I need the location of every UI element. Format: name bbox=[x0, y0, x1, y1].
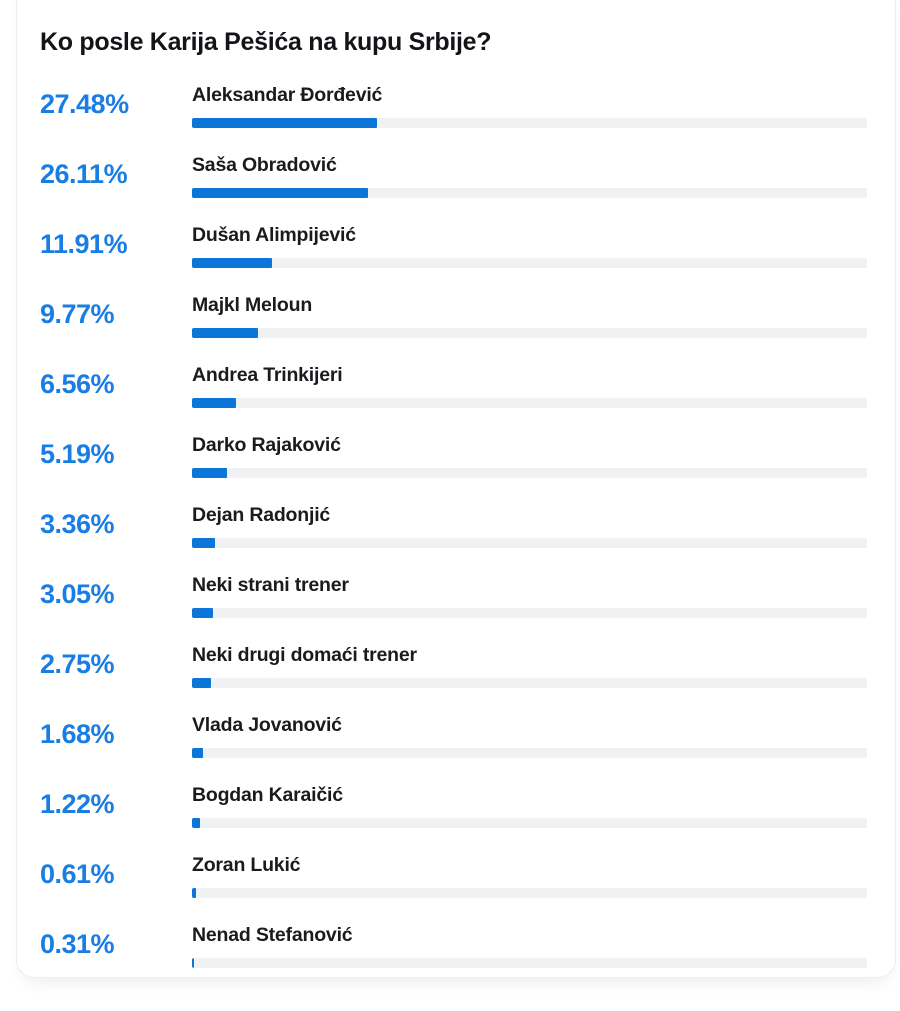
poll-question: Ko posle Karija Pešića na kupu Srbije? bbox=[40, 28, 492, 56]
option-percent: 9.77% bbox=[40, 299, 115, 329]
option-content: Majkl Meloun bbox=[192, 295, 867, 338]
option-content: Dejan Radonjić bbox=[192, 505, 867, 548]
poll-card: Ko posle Karija Pešića na kupu Srbije? 2… bbox=[16, 0, 896, 978]
option-label: Majkl Meloun bbox=[192, 295, 313, 315]
option-content: Vlada Jovanović bbox=[192, 715, 867, 758]
option-label: Zoran Lukić bbox=[192, 855, 301, 875]
option-content: Saša Obradović bbox=[192, 155, 867, 198]
option-label: Vlada Jovanović bbox=[192, 715, 342, 735]
poll-option-row: 3.36% Dejan Radonjić bbox=[40, 505, 867, 575]
option-label: Dejan Radonjić bbox=[192, 505, 331, 525]
option-bar-track bbox=[192, 258, 867, 268]
option-content: Nenad Stefanović bbox=[192, 925, 867, 968]
option-bar-fill bbox=[192, 888, 197, 898]
option-percent: 3.05% bbox=[40, 579, 115, 609]
option-content: Neki drugi domaći trener bbox=[192, 645, 867, 688]
option-bar-track bbox=[192, 678, 867, 688]
option-percent: 5.19% bbox=[40, 439, 115, 469]
option-bar-fill bbox=[192, 398, 237, 408]
poll-option-row: 5.19% Darko Rajaković bbox=[40, 435, 867, 505]
option-bar-track bbox=[192, 328, 867, 338]
option-percent: 26.11% bbox=[40, 159, 128, 189]
poll-option-row: 26.11% Saša Obradović bbox=[40, 155, 867, 225]
option-bar-track bbox=[192, 538, 867, 548]
poll-option-row: 11.91% Dušan Alimpijević bbox=[40, 225, 867, 295]
option-bar-track bbox=[192, 818, 867, 828]
option-content: Andrea Trinkijeri bbox=[192, 365, 867, 408]
option-percent: 0.31% bbox=[40, 929, 115, 959]
option-percent: 0.61% bbox=[40, 859, 115, 889]
option-bar-fill bbox=[192, 608, 213, 618]
option-bar-fill bbox=[192, 678, 211, 688]
option-bar-fill bbox=[192, 188, 369, 198]
option-label: Andrea Trinkijeri bbox=[192, 365, 343, 385]
option-content: Aleksandar Đorđević bbox=[192, 85, 867, 128]
option-percent: 1.22% bbox=[40, 789, 115, 819]
option-bar-track bbox=[192, 468, 867, 478]
poll-option-row: 6.56% Andrea Trinkijeri bbox=[40, 365, 867, 435]
option-bar-fill bbox=[192, 538, 215, 548]
option-percent: 3.36% bbox=[40, 509, 115, 539]
option-bar-track bbox=[192, 608, 867, 618]
option-percent: 6.56% bbox=[40, 369, 115, 399]
option-bar-fill bbox=[192, 328, 258, 338]
poll-option-row: 9.77% Majkl Meloun bbox=[40, 295, 867, 365]
option-content: Bogdan Karaičić bbox=[192, 785, 867, 828]
poll-option-row: 3.05% Neki strani trener bbox=[40, 575, 867, 645]
option-content: Darko Rajaković bbox=[192, 435, 867, 478]
option-bar-fill bbox=[192, 258, 273, 268]
option-label: Saša Obradović bbox=[192, 155, 337, 175]
option-bar-track bbox=[192, 888, 867, 898]
option-bar-fill bbox=[192, 818, 201, 828]
option-label: Bogdan Karaičić bbox=[192, 785, 343, 805]
option-percent: 2.75% bbox=[40, 649, 115, 679]
option-bar-track bbox=[192, 188, 867, 198]
poll-option-row: 2.75% Neki drugi domaći trener bbox=[40, 645, 867, 715]
option-bar-track bbox=[192, 958, 867, 968]
option-bar-track bbox=[192, 118, 867, 128]
poll-options-list: 27.48% Aleksandar Đorđević 26.11% Saša O… bbox=[40, 85, 867, 995]
option-label: Aleksandar Đorđević bbox=[192, 85, 383, 105]
option-percent: 11.91% bbox=[40, 229, 128, 259]
option-content: Zoran Lukić bbox=[192, 855, 867, 898]
option-bar-track bbox=[192, 398, 867, 408]
option-label: Darko Rajaković bbox=[192, 435, 341, 455]
poll-option-row: 0.31% Nenad Stefanović bbox=[40, 925, 867, 995]
option-content: Neki strani trener bbox=[192, 575, 867, 618]
poll-option-row: 27.48% Aleksandar Đorđević bbox=[40, 85, 867, 155]
option-bar-fill bbox=[192, 958, 195, 968]
option-percent: 1.68% bbox=[40, 719, 115, 749]
option-label: Neki strani trener bbox=[192, 575, 349, 595]
option-bar-track bbox=[192, 748, 867, 758]
poll-option-row: 1.22% Bogdan Karaičić bbox=[40, 785, 867, 855]
option-content: Dušan Alimpijević bbox=[192, 225, 867, 268]
option-bar-fill bbox=[192, 118, 378, 128]
option-bar-fill bbox=[192, 748, 204, 758]
option-label: Neki drugi domaći trener bbox=[192, 645, 417, 665]
option-percent: 27.48% bbox=[40, 89, 129, 119]
poll-option-row: 0.61% Zoran Lukić bbox=[40, 855, 867, 925]
option-label: Nenad Stefanović bbox=[192, 925, 353, 945]
option-bar-fill bbox=[192, 468, 228, 478]
poll-option-row: 1.68% Vlada Jovanović bbox=[40, 715, 867, 785]
option-label: Dušan Alimpijević bbox=[192, 225, 356, 245]
